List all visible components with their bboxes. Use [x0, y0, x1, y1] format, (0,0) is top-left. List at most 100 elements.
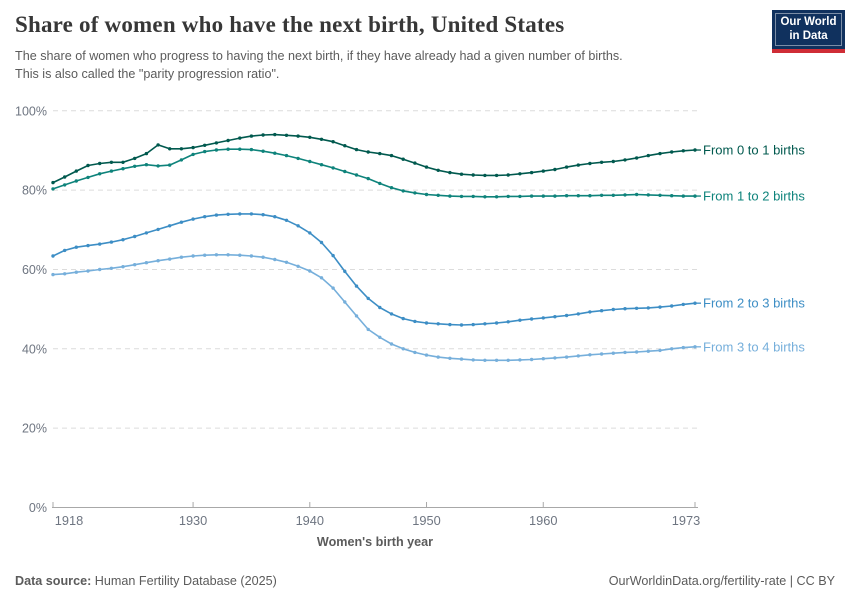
- series-point: [74, 270, 79, 274]
- series-point: [191, 217, 195, 221]
- series-point: [226, 138, 230, 143]
- series-point: [133, 164, 137, 168]
- y-axis-tick-label-80: 80%: [22, 184, 47, 198]
- series-point: [98, 161, 102, 166]
- series-point: [168, 147, 172, 151]
- series-point: [238, 212, 242, 216]
- series-point: [494, 321, 499, 325]
- series-point: [413, 350, 417, 355]
- x-axis-tick-label-1918: 1918: [55, 513, 83, 528]
- series-point: [366, 296, 370, 301]
- series-point: [62, 175, 67, 179]
- series-line-3: [52, 254, 696, 362]
- series-point: [121, 238, 125, 242]
- x-axis-tick-label-1973: 1973: [672, 513, 700, 528]
- series-point: [156, 259, 160, 263]
- series-point: [541, 194, 545, 198]
- series-point: [354, 314, 359, 318]
- series-point: [273, 151, 277, 155]
- series-point: [226, 253, 230, 257]
- series-point: [494, 195, 499, 199]
- series-point: [109, 169, 114, 173]
- series-point: [296, 224, 300, 228]
- series-point: [273, 215, 277, 219]
- chart-header: Share of women who have the next birth, …: [15, 12, 760, 84]
- series-point: [693, 301, 697, 305]
- series-point: [86, 175, 90, 180]
- series-point: [518, 194, 522, 199]
- x-axis-title: Women's birth year: [317, 535, 433, 549]
- series-point: [389, 342, 394, 346]
- x-axis-tick-label-1930: 1930: [179, 513, 207, 528]
- series-point: [378, 335, 382, 339]
- series-point: [553, 356, 557, 360]
- y-axis-tick-label-60: 60%: [22, 263, 47, 277]
- y-axis-tick-label-100: 100%: [15, 104, 47, 118]
- series-point: [98, 267, 102, 272]
- series-point: [343, 300, 347, 304]
- series-point: [308, 159, 312, 164]
- series-point: [331, 253, 335, 258]
- series-point: [133, 156, 137, 161]
- series-point: [681, 149, 685, 153]
- series-point: [564, 165, 569, 169]
- series-point: [51, 180, 55, 185]
- series-point: [86, 163, 90, 168]
- series-point: [588, 353, 592, 357]
- series-point: [144, 261, 149, 265]
- series-point: [203, 143, 207, 147]
- series-point: [343, 144, 347, 148]
- series-point: [424, 192, 429, 197]
- data-source-label: Data source:: [15, 574, 92, 588]
- series-point: [576, 354, 580, 358]
- x-axis-tick-label-1940: 1940: [296, 513, 324, 528]
- owid-logo-stripe: [772, 49, 845, 53]
- series-point: [284, 153, 289, 158]
- series-point: [98, 242, 102, 246]
- series-point: [483, 195, 487, 199]
- data-source-value: Human Fertility Database (2025): [91, 574, 277, 588]
- series-point: [238, 147, 242, 151]
- series-point: [308, 135, 312, 139]
- series-point: [424, 321, 429, 325]
- y-axis-tick-label-40: 40%: [22, 342, 47, 356]
- series-point: [634, 350, 639, 354]
- series-point: [62, 183, 67, 187]
- series-point: [576, 163, 580, 167]
- series-point: [471, 173, 475, 177]
- series-point: [74, 179, 79, 183]
- owid-logo: Our World in Data: [772, 10, 845, 53]
- series-point: [436, 355, 440, 359]
- series-point: [623, 193, 627, 197]
- series-point: [646, 306, 650, 310]
- series-point: [413, 161, 417, 165]
- series-line-2: [52, 213, 696, 326]
- chart-subtitle: The share of women who progress to havin…: [15, 47, 760, 84]
- series-point: [471, 358, 475, 362]
- series-point: [121, 265, 125, 269]
- series-point: [214, 148, 219, 152]
- series-point: [471, 194, 475, 199]
- series-line-0: [52, 133, 696, 184]
- series-point: [86, 269, 90, 273]
- series-point: [249, 212, 254, 216]
- series-point: [436, 168, 440, 172]
- series-point: [331, 166, 335, 170]
- series-point: [354, 147, 359, 152]
- series-point: [133, 234, 137, 239]
- series-point: [121, 160, 125, 164]
- series-point: [144, 151, 149, 156]
- series-point: [599, 160, 604, 164]
- series-point: [553, 167, 557, 172]
- series-point: [249, 134, 254, 138]
- series-point: [611, 307, 615, 312]
- series-point: [308, 231, 312, 235]
- series-point: [319, 163, 324, 167]
- series-point: [156, 143, 160, 147]
- series-point: [319, 276, 324, 280]
- series-point: [658, 348, 662, 353]
- series-point: [284, 260, 289, 264]
- series-point: [168, 257, 172, 261]
- series-point: [564, 355, 569, 359]
- series-point: [634, 306, 639, 310]
